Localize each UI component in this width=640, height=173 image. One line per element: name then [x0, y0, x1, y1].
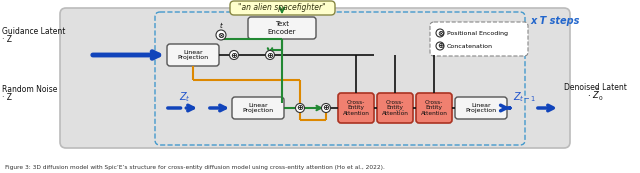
Text: ⊕: ⊕: [266, 51, 273, 60]
Text: Concatenation: Concatenation: [447, 43, 493, 48]
Text: Cross-
Entity
Attention: Cross- Entity Attention: [381, 100, 408, 116]
Text: Random Noise: Random Noise: [2, 85, 58, 94]
FancyBboxPatch shape: [232, 97, 284, 119]
Text: Cross-
Entity
Attention: Cross- Entity Attention: [342, 100, 369, 116]
Text: · Z: · Z: [2, 34, 12, 43]
Text: ⊕: ⊕: [296, 103, 303, 112]
Circle shape: [321, 103, 330, 112]
Text: Linear
Projection: Linear Projection: [177, 50, 209, 60]
Circle shape: [296, 103, 305, 112]
Text: x T steps: x T steps: [530, 16, 579, 26]
Text: Denoised Latent: Denoised Latent: [564, 84, 627, 93]
FancyBboxPatch shape: [338, 93, 374, 123]
FancyBboxPatch shape: [430, 22, 528, 56]
FancyBboxPatch shape: [60, 8, 570, 148]
FancyBboxPatch shape: [377, 93, 413, 123]
Text: Cross-
Entity
Attention: Cross- Entity Attention: [420, 100, 447, 116]
FancyBboxPatch shape: [230, 1, 335, 15]
FancyBboxPatch shape: [248, 17, 316, 39]
Text: Positional Encoding: Positional Encoding: [447, 30, 508, 35]
Text: ⊕: ⊕: [323, 103, 330, 112]
Text: $Z_t$: $Z_t$: [179, 90, 191, 104]
Text: $\cdot\ \hat{Z}_0$: $\cdot\ \hat{Z}_0$: [587, 87, 604, 103]
Text: Linear
Projection: Linear Projection: [243, 103, 273, 113]
FancyBboxPatch shape: [167, 44, 219, 66]
Text: ⊗: ⊗: [437, 29, 443, 38]
Text: t: t: [220, 23, 222, 29]
Text: ⊕: ⊕: [230, 51, 237, 60]
Circle shape: [436, 42, 444, 50]
Circle shape: [266, 51, 275, 60]
Text: ...: ...: [395, 103, 405, 113]
Text: · Z: · Z: [2, 93, 12, 102]
Text: Text
Encoder: Text Encoder: [268, 21, 296, 34]
Circle shape: [216, 30, 226, 40]
Text: ⊗: ⊗: [218, 30, 225, 39]
Text: Guidance Latent: Guidance Latent: [2, 28, 65, 37]
FancyBboxPatch shape: [455, 97, 507, 119]
Circle shape: [230, 51, 239, 60]
Text: $Z_{t-1}$: $Z_{t-1}$: [513, 90, 537, 104]
Text: ⊕: ⊕: [437, 42, 443, 51]
Text: Figure 3: 3D diffusion model with Spic’E’s structure for cross-entity diffusion : Figure 3: 3D diffusion model with Spic’E…: [5, 165, 385, 170]
Text: Linear
Projection: Linear Projection: [465, 103, 497, 113]
Circle shape: [436, 29, 444, 37]
Text: "an alien spacefighter": "an alien spacefighter": [238, 3, 326, 12]
FancyBboxPatch shape: [416, 93, 452, 123]
